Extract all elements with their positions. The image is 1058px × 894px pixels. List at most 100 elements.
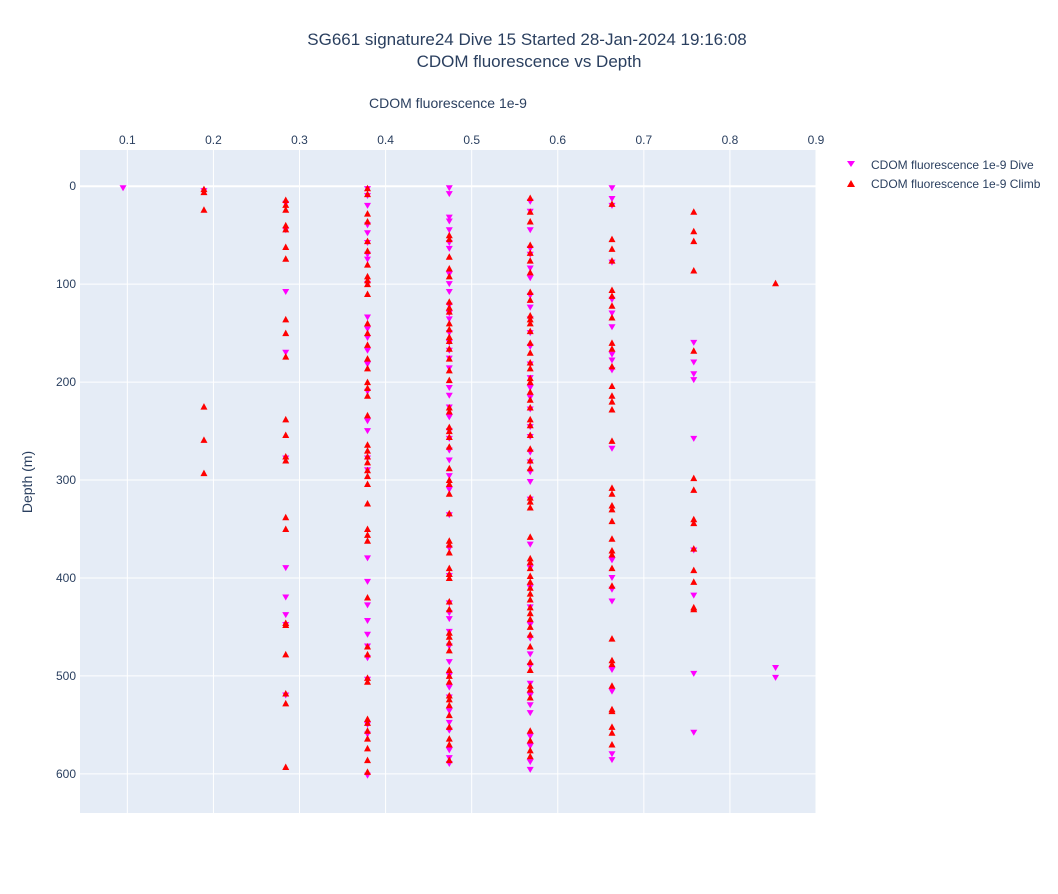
climb-point [282, 621, 290, 628]
climb-point [282, 453, 290, 460]
climb-point [608, 547, 616, 554]
climb-point [690, 208, 698, 215]
climb-point [364, 768, 372, 775]
dive-point [526, 702, 534, 709]
climb-point [608, 535, 616, 542]
x-axis-ticks: 0.1 0.2 0.3 0.4 0.5 0.6 0.7 0.8 0.9 [119, 133, 825, 147]
climb-point [282, 315, 290, 323]
dive-point [526, 304, 534, 311]
climb-point [526, 623, 534, 630]
y-tick-label: 400 [56, 571, 76, 585]
climb-point [690, 227, 698, 235]
dive-point [445, 214, 453, 221]
climb-point [690, 515, 698, 523]
climb-point [608, 406, 616, 413]
dive-point [282, 612, 290, 619]
x-tick-label: 0.1 [119, 133, 136, 147]
climb-point [445, 476, 453, 484]
dive-point [445, 457, 453, 464]
x-tick-label: 0.2 [205, 133, 222, 147]
climb-point [445, 549, 453, 556]
dive-point [690, 670, 698, 677]
climb-point [526, 194, 534, 201]
legend-item-climb[interactable]: CDOM fluorescence 1e-9 Climb [847, 177, 1041, 191]
climb-point [608, 345, 616, 352]
climb-point [608, 729, 616, 736]
x-axis-title: CDOM fluorescence 1e-9 [369, 95, 527, 111]
dive-point [364, 202, 372, 209]
climb-point [364, 290, 372, 297]
dive-point [526, 227, 534, 234]
dive-point [690, 359, 698, 366]
climb-point [445, 564, 453, 572]
climb-point [526, 631, 534, 638]
climb-point [445, 541, 453, 548]
legend[interactable]: CDOM fluorescence 1e-9 Dive CDOM fluores… [847, 158, 1041, 191]
climb-point [526, 682, 534, 689]
climb-point [690, 486, 698, 493]
dive-point [445, 191, 453, 198]
climb-point [364, 378, 372, 386]
dive-point [445, 486, 453, 493]
legend-climb-label: CDOM fluorescence 1e-9 Climb [871, 177, 1041, 191]
climb-point [608, 517, 616, 525]
dive-point [445, 281, 453, 288]
climb-point [364, 441, 372, 448]
y-tick-label: 0 [69, 179, 76, 193]
dive-point [690, 592, 698, 599]
climb-point [364, 364, 372, 372]
climb-point [282, 329, 290, 337]
dive-point [364, 335, 372, 342]
climb-point [526, 421, 534, 429]
x-tick-label: 0.6 [549, 133, 566, 147]
climb-point [364, 480, 372, 487]
dive-point [526, 733, 534, 740]
climb-point [445, 404, 453, 411]
climb-point [690, 578, 698, 585]
climb-point [364, 650, 372, 658]
dive-point [445, 708, 453, 715]
climb-point [690, 605, 698, 613]
climb-point [445, 629, 453, 636]
climb-point [364, 735, 372, 742]
climb-point [526, 578, 534, 585]
climb-point [526, 268, 534, 276]
data-markers [119, 184, 780, 779]
dive-point [608, 185, 616, 192]
dive-point [282, 289, 290, 296]
climb-point [445, 345, 453, 352]
climb-point [608, 582, 616, 589]
climb-point [526, 737, 534, 744]
dive-point [526, 541, 534, 548]
climb-point [282, 763, 290, 770]
dive-point [608, 688, 616, 695]
climb-point [526, 364, 534, 372]
y-tick-label: 100 [56, 277, 76, 291]
climb-point [608, 682, 616, 689]
climb-point [445, 691, 453, 699]
climb-point [364, 719, 372, 726]
series-climb [200, 184, 780, 775]
climb-point [608, 245, 616, 252]
climb-point [445, 537, 453, 544]
climb-point [526, 296, 534, 303]
legend-item-dive[interactable]: CDOM fluorescence 1e-9 Dive [847, 158, 1034, 172]
climb-point [200, 469, 208, 477]
climb-point [608, 656, 616, 664]
dive-point [445, 473, 453, 480]
climb-point [526, 257, 534, 264]
climb-point [526, 558, 534, 566]
dive-point [772, 674, 780, 681]
x-tick-label: 0.8 [722, 133, 739, 147]
climb-point [282, 206, 290, 213]
climb-point [526, 727, 534, 734]
climb-point [445, 646, 453, 654]
climb-point [608, 660, 616, 668]
dive-point [445, 747, 453, 754]
dive-point [364, 555, 372, 562]
climb-point [608, 339, 616, 346]
climb-point [526, 404, 534, 411]
climb-point [445, 355, 453, 362]
climb-point [364, 447, 372, 454]
climb-point [445, 574, 453, 581]
